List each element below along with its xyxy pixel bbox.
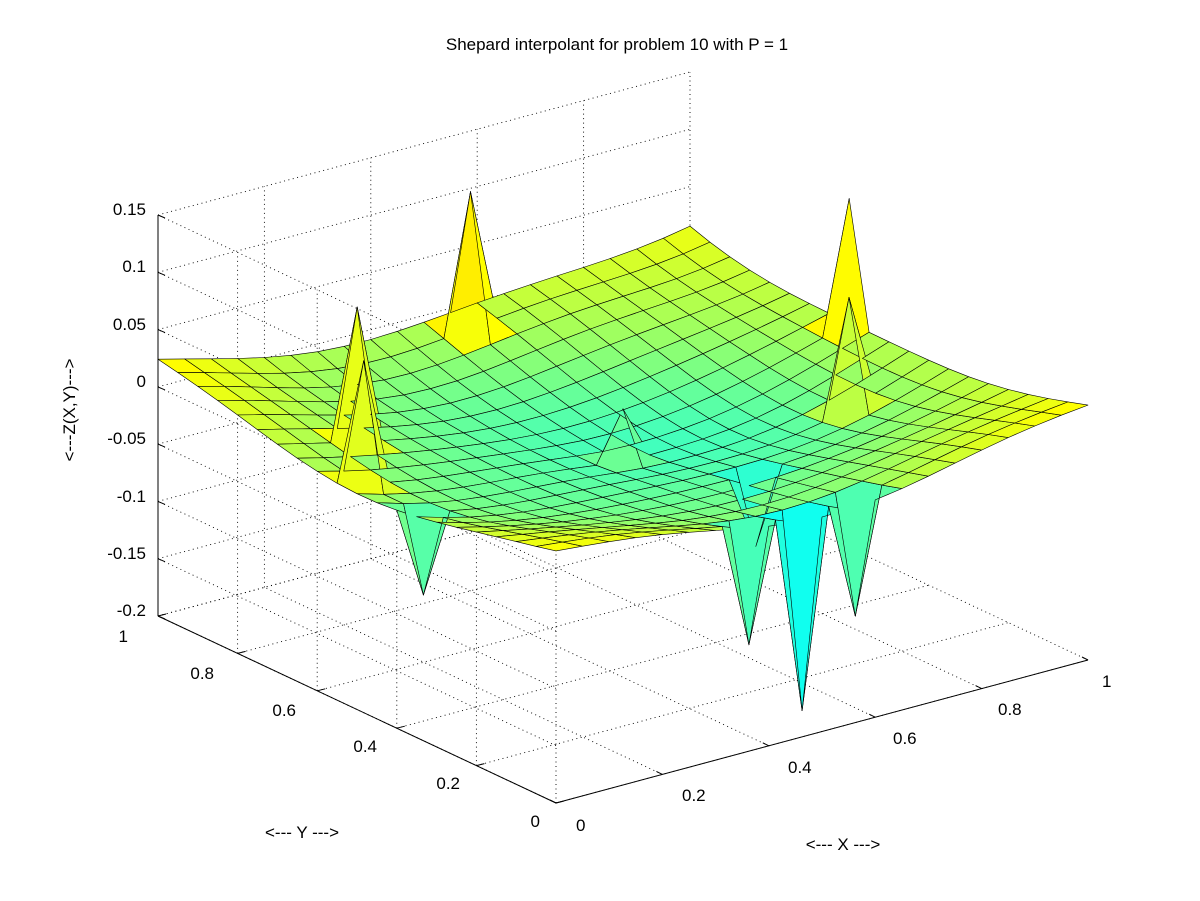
y-tick (317, 688, 326, 692)
z-tick (157, 214, 166, 219)
z-tick-label: -0.1 (117, 487, 146, 506)
z-axis-label: <---Z(X,Y)---> (60, 358, 79, 461)
x-tick-label: 0 (576, 816, 585, 835)
surface-face (1041, 401, 1089, 416)
grid-line (157, 128, 691, 273)
y-tick-labels: 1 0.8 0.6 0.4 0.2 0 (119, 627, 540, 831)
grid-line (157, 71, 691, 216)
y-tick-label: 0.4 (353, 737, 377, 756)
x-tick-label: 0.4 (788, 758, 812, 777)
y-tick (237, 650, 246, 654)
z-tick-label: 0 (137, 372, 146, 391)
z-tick (157, 386, 166, 391)
surface-mesh (157, 191, 1089, 712)
z-tick-label: 0.15 (113, 200, 146, 219)
x-tick (656, 770, 663, 775)
x-axis-label: <--- X ---> (806, 835, 881, 854)
x-tick-label: 0.8 (998, 700, 1022, 719)
x-axis-line (555, 659, 1089, 804)
x-tick (975, 685, 982, 690)
axes (157, 214, 1089, 804)
grid-line (396, 584, 929, 729)
grid-line (476, 622, 1009, 767)
x-tick (868, 713, 876, 718)
x-tick-label: 0.6 (893, 729, 917, 748)
x-tick (549, 799, 557, 804)
grid-line (157, 186, 691, 331)
z-tick (157, 271, 166, 276)
z-tick-label: -0.2 (117, 601, 146, 620)
x-tick-labels: 0 0.2 0.4 0.6 0.8 1 (576, 672, 1111, 835)
grid-line (264, 586, 663, 775)
y-tick-label: 0 (531, 812, 540, 831)
z-tick (157, 558, 166, 563)
z-tick (157, 443, 166, 448)
y-tick-label: 1 (119, 627, 128, 646)
grid-line (157, 558, 557, 747)
x-tick (762, 742, 770, 747)
z-tick-label: 0.1 (122, 257, 146, 276)
y-tick (555, 800, 565, 804)
y-tick (396, 725, 405, 729)
z-tick-label: -0.05 (107, 429, 146, 448)
z-tick (157, 615, 166, 620)
y-tick-label: 0.8 (190, 664, 214, 683)
z-tick (157, 500, 166, 505)
z-tick-labels: 0.15 0.1 0.05 0 -0.05 -0.1 -0.15 -0.2 (107, 200, 146, 620)
z-tick-label: 0.05 (113, 315, 146, 334)
grid-line (370, 558, 769, 747)
y-tick-label: 0.6 (272, 701, 296, 720)
x-tick (1081, 656, 1089, 661)
x-tick-label: 1 (1102, 672, 1111, 691)
y-tick-label: 0.2 (436, 774, 460, 793)
chart-title: Shepard interpolant for problem 10 with … (446, 35, 788, 54)
y-axis-line (157, 615, 557, 804)
x-tick-label: 0.2 (682, 786, 706, 805)
y-axis-label: <--- Y ---> (265, 823, 339, 842)
grid-line (237, 509, 770, 654)
z-tick-label: -0.15 (107, 544, 146, 563)
y-tick (157, 613, 167, 617)
z-tick (157, 329, 166, 334)
y-tick (476, 763, 485, 767)
